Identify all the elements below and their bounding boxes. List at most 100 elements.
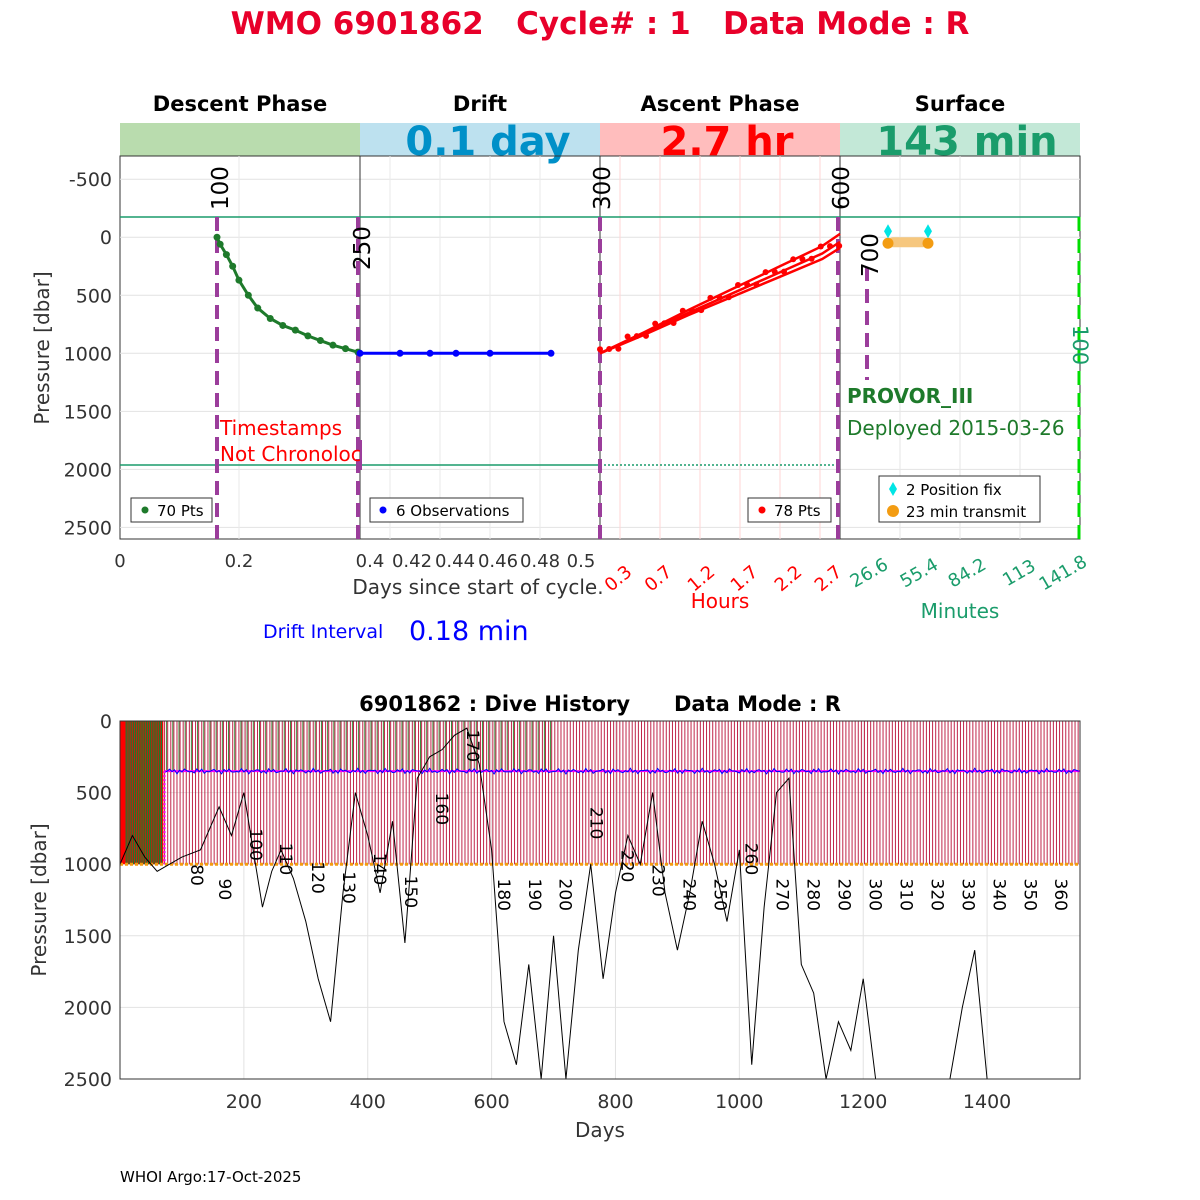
cycle-number-label: 270 [772,879,792,911]
transmit-point [922,237,934,249]
top-y-tick-label: -500 [69,169,112,191]
cycle-number-label: 160 [431,793,451,825]
descent-point [222,251,230,259]
cycle-number-label: 290 [833,879,853,911]
ascent-point [762,269,769,276]
drift-point [356,349,364,357]
descent-series [213,233,362,356]
descent-point [291,326,299,334]
cycle-number-label: 90 [214,879,234,901]
ascent-point [836,242,843,249]
cycle-number-label: 170 [462,730,482,762]
bottom-y-tick-label: 2000 [64,997,112,1019]
descent-point [341,345,349,353]
banner-drift [360,123,600,156]
banner-surface-text: 143 min [876,119,1057,165]
drift-interval-label: Drift Interval [263,621,383,643]
cycle-number-label: 240 [679,879,699,911]
surface-x-tick-label: 26.6 [847,554,892,592]
bottom-plot-frame [119,720,1081,1080]
top-plot: -500 0 500 1000 1500 2000 2500 100 250 300 600… [64,155,1092,540]
ascent-point [735,282,741,289]
cycle-number-label: 260 [741,843,761,875]
drift-pressure-trace [164,767,1079,775]
phase-label-ascent: Ascent Phase [641,92,800,116]
descent-x-tick-label: 0 [114,551,125,572]
ascent-series [597,232,843,355]
top-x-axis-label: Days since start of cycle. [352,575,603,599]
cycle-number-label: 310 [895,879,915,911]
ascent-x-tick-label: 2.2 [771,562,806,596]
cycle-number-label: 340 [988,879,1008,911]
descent-x-tick-label: 0.2 [225,551,254,572]
marker-label-700: 700 [858,233,884,277]
cycle-number-label: 350 [1019,879,1039,911]
footer-credit: WHOI Argo:17-Oct-2025 [120,1168,301,1186]
drift-interval-value: 0.18 min [409,616,529,647]
drift-point [396,349,404,357]
bottom-cycle-labels: 80 90 100 110 120 130 140 150 160 170 180 190 200 210… [186,730,1070,911]
ascent-point [652,320,659,327]
legend-position-fix-label: 2 Position fix [906,481,1002,499]
bottom-plot: 80 90 100 110 120 130 140 150 160 170 180 190 200 210… [64,711,1081,1113]
banner-descent [120,123,360,156]
bottom-y-tick-label: 0 [100,711,112,733]
cycle-number-label: 140 [369,853,389,885]
ascent-x-tick-label: 0.7 [641,562,676,596]
ascent-point [661,320,668,327]
deployed-date: Deployed 2015-03-26 [847,416,1065,440]
phase-label-descent: Descent Phase [153,92,327,116]
ascent-point [707,294,714,301]
position-fix-point [884,224,892,239]
ascent-point [827,243,833,250]
drift-x-tick-label: 0.48 [520,551,560,572]
drift-x-tick-label: 0.4 [356,551,385,572]
bottom-axis-ticks: 200 400 600 800 1000 1200 1400 0 500 1000 1500 2000… [64,711,1012,1113]
cycle-number-label: 230 [648,864,668,896]
ascent-x-tick-label: 2.7 [811,562,846,596]
ascent-point [606,346,613,353]
bottom-x-tick-label: 600 [473,1091,509,1113]
ascent-point [744,281,751,288]
ascent-point [790,256,797,263]
transmit-point [882,237,894,249]
bottom-x-tick-label: 200 [226,1091,262,1113]
ascent-point [698,307,705,314]
ascent-point [753,281,760,288]
ascent-x-axis-label: Hours [691,589,750,613]
phase-label-surface: Surface [915,92,1005,116]
ascent-point [624,333,631,340]
ascent-point [597,346,603,353]
ascent-point [817,243,824,250]
cycle-number-label: 80 [186,864,206,886]
bottom-depth-trace [119,727,988,1080]
ascent-point [716,294,723,301]
legend-drift: 6 Observations [369,497,524,523]
legend-ascent-label: 78 Pts [774,502,821,520]
cycle-number-label: 200 [555,879,575,911]
bottom-y-axis-label: Pressure [dbar] [27,823,51,976]
banner-ascent [600,123,840,156]
top-y-tick-label: 1500 [64,401,112,423]
ascent-point [643,332,649,339]
bottom-y-tick-label: 500 [76,783,112,805]
ascent-point [725,294,732,301]
cycle-number-label: 280 [802,879,822,911]
banner-drift-text: 0.1 day [405,119,570,165]
legend-surface: 2 Position fix 23 min transmit [878,475,1041,523]
surface-x-tick-label: 55.4 [897,554,942,592]
descent-point [229,262,237,270]
cycle-number-label: 250 [710,879,730,911]
top-y-ticks: -500 0 500 1000 1500 2000 2500 [64,169,112,539]
ascent-point [781,268,787,275]
surface-series [882,224,934,249]
ascent-point [808,255,815,262]
drift-x-tick-label: 0.44 [435,551,475,572]
descent-point [213,233,221,241]
cycle-number-label: 320 [926,879,946,911]
drift-point [547,349,555,357]
ascent-x-tick-label: 0.3 [601,562,636,596]
descent-point [279,321,287,329]
legend-transmit-label: 23 min transmit [906,503,1026,521]
cycle-number-label: 110 [275,843,295,875]
